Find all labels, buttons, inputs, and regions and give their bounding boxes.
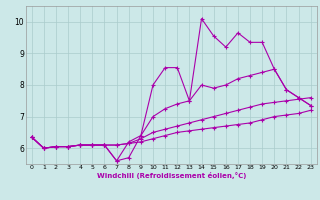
X-axis label: Windchill (Refroidissement éolien,°C): Windchill (Refroidissement éolien,°C) xyxy=(97,172,246,179)
